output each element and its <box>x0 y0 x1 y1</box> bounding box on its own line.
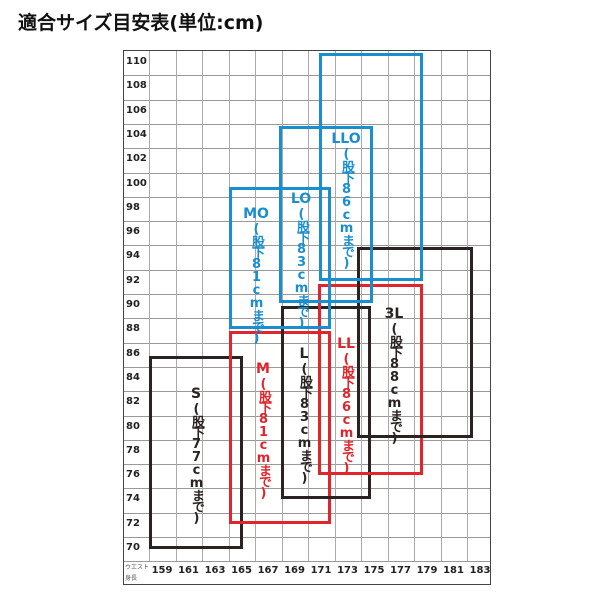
height-tick-label: 161 <box>178 565 199 576</box>
waist-tick-label: 104 <box>126 128 147 140</box>
waist-tick-label: 110 <box>126 56 147 67</box>
grid-line <box>124 464 490 466</box>
waist-tick-label: 96 <box>126 226 140 238</box>
grid-line <box>124 512 490 514</box>
height-axis-label: 身長 <box>125 575 138 582</box>
size-label-s: S (股下77cmまで) <box>181 386 211 524</box>
inseam-text: (股下88cmまで) <box>387 322 402 444</box>
grid-line <box>124 294 490 295</box>
waist-tick-label: 76 <box>126 469 140 481</box>
grid-line <box>124 391 490 393</box>
grid-line <box>202 51 203 561</box>
waist-tick-label: 90 <box>126 299 140 310</box>
height-tick-label: 183 <box>469 565 491 576</box>
size-label-llo: LLO (股下86cmまで) <box>331 131 361 269</box>
waist-tick-label: 108 <box>126 80 147 92</box>
waist-tick-label: 74 <box>126 493 140 505</box>
size-name: MO <box>243 206 269 222</box>
waist-tick-label: 98 <box>126 201 140 213</box>
inseam-text: (股下77cmまで) <box>189 402 204 524</box>
size-chart: ウエスト身長 110 108 106 104 102 100 98 96 94 92 90 88 86 8… <box>123 50 491 585</box>
waist-tick-label: 82 <box>126 396 140 408</box>
waist-tick-label: 78 <box>126 444 140 456</box>
waist-tick-label: 80 <box>126 420 140 432</box>
size-label-l: L (股下83cmまで) <box>289 346 319 484</box>
height-tick-label: 173 <box>337 565 358 576</box>
height-tick-label: 181 <box>443 565 464 576</box>
grid-line <box>124 75 490 77</box>
grid-line <box>149 51 150 561</box>
inseam-text: (股下83cmまで) <box>294 207 309 329</box>
waist-tick-label: 100 <box>126 177 147 189</box>
grid-line <box>175 51 177 561</box>
corner-label: ウエスト 身長 <box>125 562 149 584</box>
grid-line <box>124 342 490 344</box>
grid-line <box>124 148 490 150</box>
page-title: 適合サイズ目安表(単位:cm) <box>18 12 264 34</box>
size-label-ll: LL (股下86cmまで) <box>331 336 361 474</box>
waist-tick-label: 70 <box>126 542 140 553</box>
size-name: LLO <box>331 131 361 147</box>
waist-tick-label: 84 <box>126 371 140 383</box>
grid-line <box>124 318 490 320</box>
waist-tick-label: 106 <box>126 104 147 116</box>
size-label-lo: LO (股下83cmまで) <box>286 191 316 329</box>
height-tick-label: 167 <box>257 565 279 576</box>
grid-line <box>414 51 415 561</box>
grid-line <box>387 51 389 561</box>
size-name: 3L <box>384 306 404 322</box>
size-name: L <box>299 346 309 362</box>
size-box-l <box>281 306 371 499</box>
height-tick-label: 179 <box>416 565 438 576</box>
grid-line <box>124 245 490 247</box>
size-box-3l <box>357 247 473 438</box>
inseam-text: (股下81cmまで) <box>249 222 264 344</box>
inseam-text: (股下86cmまで) <box>339 147 354 269</box>
grid-line <box>440 51 442 561</box>
size-label-m: M (股下81cmまで) <box>248 361 278 499</box>
size-name: LL <box>337 336 355 352</box>
waist-tick-label: 92 <box>126 274 140 286</box>
size-name: M <box>256 361 270 377</box>
height-tick-label: 171 <box>310 565 332 576</box>
height-tick-label: 177 <box>390 565 411 576</box>
grid-line <box>124 221 490 223</box>
size-label-3l: 3L (股下88cmまで) <box>379 306 409 444</box>
inseam-text: (股下86cmまで) <box>339 352 354 474</box>
height-tick-label: 165 <box>231 565 252 576</box>
height-tick-label: 175 <box>363 565 385 576</box>
height-tick-label: 163 <box>204 565 226 576</box>
grid-line <box>255 51 256 561</box>
grid-line <box>124 415 490 417</box>
size-name: LO <box>290 191 312 207</box>
size-box-m <box>229 331 331 524</box>
grid-line <box>124 172 490 174</box>
height-tick-label: 159 <box>151 565 173 576</box>
grid-line <box>124 488 490 490</box>
size-name: S <box>190 386 202 402</box>
size-box-lo <box>279 126 373 303</box>
grid-line <box>124 99 490 101</box>
waist-tick-label: 72 <box>126 517 140 529</box>
inseam-text: (股下83cmまで) <box>297 362 312 484</box>
size-box-s <box>149 356 243 549</box>
grid-line <box>124 537 490 538</box>
grid-line <box>124 561 490 563</box>
height-tick-label: 169 <box>284 565 305 576</box>
waist-tick-label: 94 <box>126 250 140 262</box>
waist-tick-label: 102 <box>126 153 147 165</box>
size-box-llo <box>319 53 423 281</box>
grid-line <box>467 51 468 561</box>
grid-line <box>124 366 490 368</box>
inseam-text: (股下81cmまで) <box>256 377 271 499</box>
grid-line <box>124 123 490 125</box>
waist-tick-label: 86 <box>126 347 140 359</box>
waist-tick-label: 88 <box>126 323 140 335</box>
waist-axis-label: ウエスト <box>125 564 150 571</box>
grid-line <box>124 439 490 441</box>
grid-line <box>124 269 490 271</box>
size-label-mo: MO (股下81cmまで) <box>241 206 271 344</box>
grid-line <box>124 196 490 198</box>
